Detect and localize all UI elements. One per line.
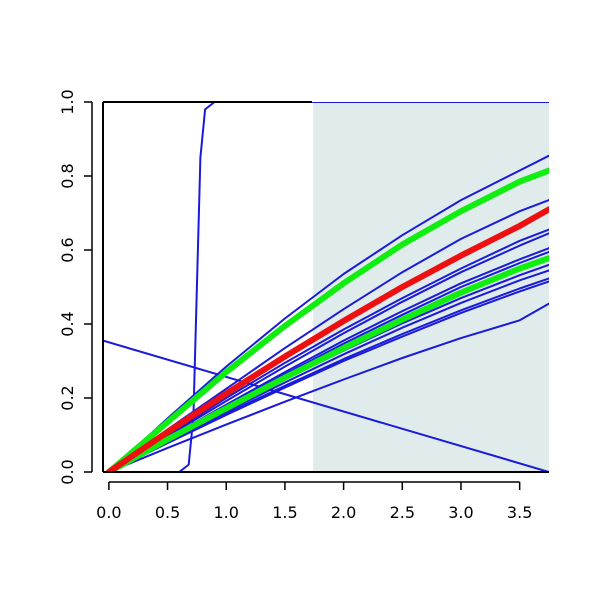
series-line-3 <box>107 154 549 472</box>
series-line-15 <box>105 255 549 472</box>
x-tick-label-5: 2.5 <box>390 503 415 522</box>
x-tick-label-1: 0.5 <box>155 503 180 522</box>
series-line-6 <box>107 232 549 472</box>
x-tick-label-3: 1.5 <box>272 503 297 522</box>
y-tick-label-5: 1.0 <box>58 89 77 114</box>
series-line-2 <box>107 102 549 472</box>
series-line-16 <box>105 206 549 472</box>
series-line-1 <box>103 339 549 472</box>
x-tick-label-7: 3.5 <box>507 503 532 522</box>
x-tick-label-0: 0.0 <box>96 503 121 522</box>
y-tick-label-2: 0.4 <box>58 311 77 336</box>
plot-frame <box>102 101 549 473</box>
series-line-12 <box>107 280 549 472</box>
y-tick-label-1: 0.2 <box>58 385 77 410</box>
x-tick-label-6: 3.0 <box>448 503 473 522</box>
series-layer <box>103 102 549 472</box>
series-line-14 <box>105 167 549 472</box>
y-axis: 0.0 0.2 0.4 0.6 0.8 1.0 <box>58 89 93 485</box>
x-axis: 0.0 0.5 1.0 1.5 2.0 2.5 3.0 3.5 <box>96 481 532 522</box>
x-tick-label-2: 1.0 <box>214 503 239 522</box>
y-tick-label-4: 0.8 <box>58 163 77 188</box>
x-tick-label-4: 2.0 <box>331 503 356 522</box>
series-line-13 <box>107 302 549 472</box>
y-tick-label-3: 0.6 <box>58 237 77 262</box>
y-tick-label-0: 0.0 <box>58 459 77 484</box>
